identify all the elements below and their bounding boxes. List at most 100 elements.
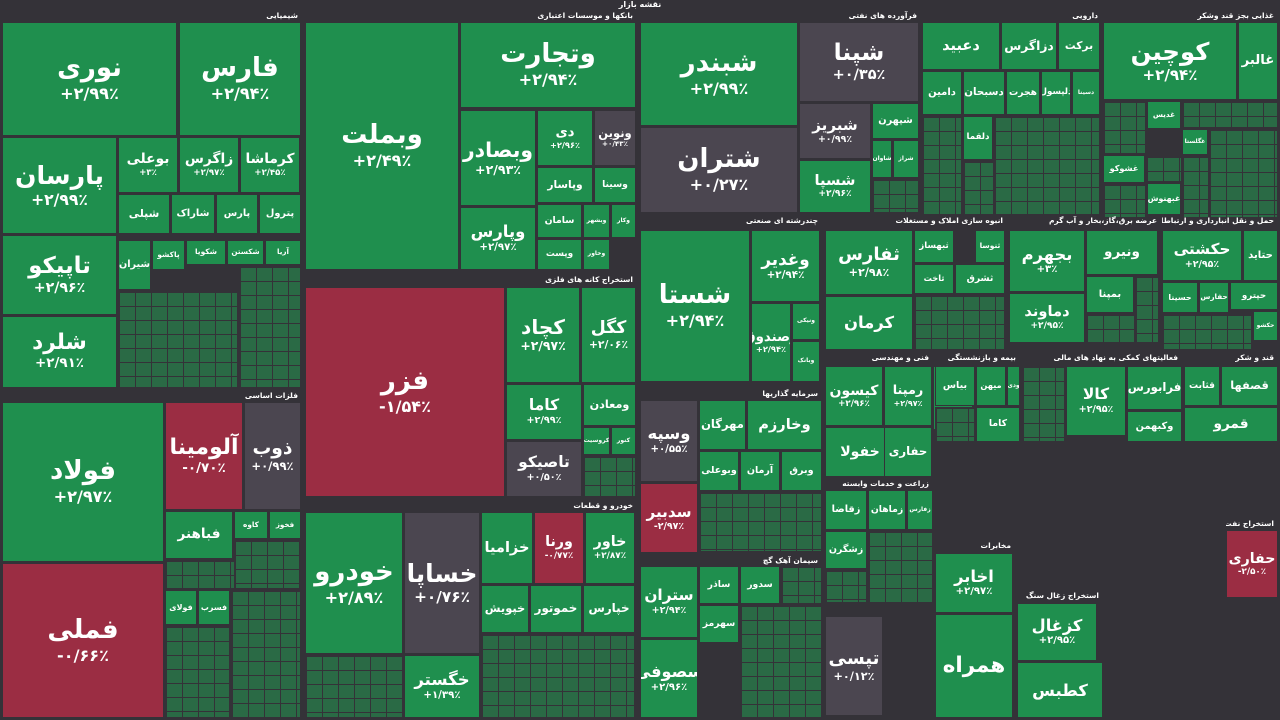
stock-tile[interactable]: نوری +۲/۹۹٪: [2, 22, 177, 136]
stock-tile[interactable]: زماهان: [868, 490, 906, 530]
stock-tile[interactable]: کیسون +۲/۹۶٪: [825, 366, 883, 426]
stock-tile[interactable]: وبرق: [781, 451, 822, 491]
stock-tile[interactable]: شتران +۰/۲۷٪: [640, 127, 798, 213]
stock-tile[interactable]: اخابر +۲/۹۷٪: [935, 553, 1013, 613]
stock-tile[interactable]: حسینا: [1162, 282, 1198, 313]
stock-tile[interactable]: شکستن: [227, 240, 264, 265]
stock-tile[interactable]: زقاضا: [825, 490, 867, 530]
stock-tile[interactable]: همراه: [935, 614, 1013, 718]
stock-tile[interactable]: فملی -۰/۶۶٪: [2, 563, 164, 718]
stock-tile[interactable]: کچاد +۲/۹۷٪: [506, 287, 580, 383]
stock-tile[interactable]: حکشو: [1253, 311, 1278, 341]
stock-tile[interactable]: ثاخت: [914, 264, 954, 294]
stock-tile[interactable]: قثابت: [1184, 366, 1220, 406]
stock-tile[interactable]: کنور: [611, 427, 636, 455]
stock-tile[interactable]: فولای: [165, 590, 197, 625]
stock-tile[interactable]: ونیرو: [1086, 230, 1158, 275]
stock-tile[interactable]: خزامیا: [481, 512, 533, 584]
stock-tile[interactable]: دزاگرس: [1001, 22, 1057, 70]
stock-tile[interactable]: خاور +۲/۸۷٪: [585, 512, 635, 584]
stock-tile[interactable]: دامین: [922, 71, 962, 115]
stock-tile[interactable]: فرابورس: [1127, 366, 1182, 410]
stock-tile[interactable]: شراز: [893, 140, 919, 178]
stock-tile[interactable]: وصندوق+۲/۹۴٪: [751, 303, 791, 382]
stock-tile[interactable]: وسینا: [594, 167, 636, 203]
stock-tile[interactable]: دسینا: [1072, 71, 1100, 115]
stock-tile[interactable]: ومعادن: [583, 384, 636, 426]
stock-tile[interactable]: غگلستا: [1182, 129, 1208, 155]
stock-tile[interactable]: پارسان +۲/۹۹٪: [2, 137, 117, 234]
stock-tile[interactable]: کطبس: [1017, 662, 1103, 718]
stock-tile[interactable]: حفاری: [884, 427, 932, 477]
stock-tile[interactable]: شبریز +۰/۹۹٪: [799, 103, 871, 159]
stock-tile[interactable]: سهرمز: [699, 605, 739, 643]
stock-tile[interactable]: سدور: [740, 566, 780, 604]
stock-tile[interactable]: سامان: [537, 204, 582, 238]
stock-tile[interactable]: وتجارت +۲/۹۴٪: [460, 22, 636, 108]
stock-tile[interactable]: وکار: [611, 204, 636, 238]
stock-tile[interactable]: کاوه: [234, 511, 268, 539]
stock-tile[interactable]: دلقما: [963, 116, 993, 160]
stock-tile[interactable]: وسپه +۰/۵۵٪: [640, 400, 698, 482]
stock-tile[interactable]: بوعلی +۳٪: [118, 137, 178, 193]
stock-tile[interactable]: سصوفی+۲/۹۶٪: [640, 639, 698, 718]
stock-tile[interactable]: ساذر: [699, 566, 739, 604]
stock-tile[interactable]: دسبحان: [963, 71, 1005, 115]
stock-tile[interactable]: سدبیر -۲/۹۷٪: [640, 483, 698, 553]
stock-tile[interactable]: کروسیت: [583, 427, 610, 455]
stock-tile[interactable]: آلومینا -۰/۷۰٪: [165, 402, 243, 510]
stock-tile[interactable]: ثفارس +۲/۹۸٪: [825, 230, 913, 295]
stock-tile[interactable]: شسپا +۲/۹۶٪: [799, 160, 871, 213]
stock-tile[interactable]: برکت: [1058, 22, 1100, 70]
stock-tile[interactable]: ودی: [1007, 366, 1020, 406]
stock-tile[interactable]: غالبر: [1238, 22, 1278, 100]
stock-tile[interactable]: وبصادر +۲/۹۳٪: [460, 110, 536, 206]
stock-tile[interactable]: فارس +۲/۹۴٪: [179, 22, 301, 136]
stock-tile[interactable]: آرمان: [740, 451, 780, 491]
stock-tile[interactable]: شکویا: [186, 240, 226, 265]
stock-tile[interactable]: وبملت +۲/۴۹٪: [305, 22, 459, 270]
stock-tile[interactable]: ونیکی: [792, 303, 820, 340]
stock-tile[interactable]: وپارس +۲/۹۷٪: [460, 207, 536, 270]
stock-tile[interactable]: کاما: [976, 407, 1020, 442]
stock-tile[interactable]: تاپیکو +۲/۹۶٪: [2, 235, 117, 315]
stock-tile[interactable]: ستران +۲/۹۴٪: [640, 566, 698, 638]
stock-tile[interactable]: هجرت: [1006, 71, 1040, 115]
stock-tile[interactable]: بجهرم +۳٪: [1009, 230, 1085, 292]
stock-tile[interactable]: خساپا +۰/۷۶٪: [404, 512, 480, 654]
stock-tile[interactable]: حفاری -۲/۵۰٪: [1226, 530, 1278, 598]
stock-tile[interactable]: غدیس: [1147, 101, 1181, 129]
stock-tile[interactable]: شبندر +۲/۹۹٪: [640, 22, 798, 126]
stock-tile[interactable]: شپنا +۰/۳۵٪: [799, 22, 919, 102]
stock-tile[interactable]: وبشهر: [583, 204, 610, 238]
stock-tile[interactable]: تاصیکو +۰/۵۰٪: [506, 441, 582, 497]
stock-tile[interactable]: پترول: [259, 194, 301, 234]
stock-tile[interactable]: حپترو: [1230, 282, 1278, 310]
stock-tile[interactable]: وغدیر +۲/۹۴٪: [751, 230, 820, 302]
stock-tile[interactable]: خودرو +۲/۸۹٪: [305, 512, 403, 654]
stock-tile[interactable]: ونوین +۰/۴۳٪: [594, 110, 636, 166]
stock-tile[interactable]: وپاسار: [537, 167, 593, 203]
stock-tile[interactable]: کوچین +۲/۹۴٪: [1103, 22, 1237, 100]
stock-tile[interactable]: خموتور: [530, 585, 582, 633]
stock-tile[interactable]: ذوب +۰/۹۹٪: [244, 402, 301, 510]
stock-tile[interactable]: ثبهساز: [914, 230, 954, 263]
stock-tile[interactable]: زفارس: [907, 490, 933, 530]
stock-tile[interactable]: کگل +۲/۰۶٪: [581, 287, 636, 383]
stock-tile[interactable]: خگستر +۱/۳۹٪: [404, 655, 480, 718]
stock-tile[interactable]: دعبید: [922, 22, 1000, 70]
stock-tile[interactable]: شپهرن: [872, 103, 919, 139]
stock-tile[interactable]: خپارس: [583, 585, 635, 633]
stock-tile[interactable]: قصفها: [1221, 366, 1278, 406]
stock-tile[interactable]: غشوکو: [1103, 155, 1145, 183]
stock-tile[interactable]: دلپسول: [1041, 71, 1071, 115]
stock-tile[interactable]: آریا: [265, 240, 301, 265]
stock-tile[interactable]: فزر -۱/۵۴٪: [305, 287, 505, 497]
stock-tile[interactable]: میهن: [976, 366, 1006, 406]
stock-tile[interactable]: ورنا -۰/۷۷٪: [534, 512, 584, 584]
stock-tile[interactable]: حکشتی +۲/۹۵٪: [1162, 230, 1242, 281]
stock-tile[interactable]: دی +۲/۹۶٪: [537, 110, 593, 166]
stock-tile[interactable]: زشگرن: [825, 531, 867, 569]
stock-tile[interactable]: وخارزم: [747, 400, 822, 450]
stock-tile[interactable]: کرمان: [825, 296, 913, 350]
